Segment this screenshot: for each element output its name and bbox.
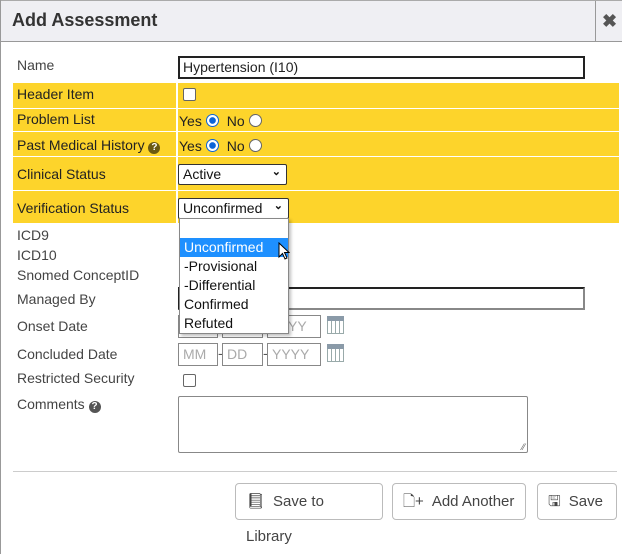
clinical-status-select[interactable]: Active ⌄: [178, 164, 287, 185]
save-button[interactable]: 🖫 Save: [537, 483, 617, 520]
pmh-row: [13, 132, 619, 156]
header-item-checkbox[interactable]: [183, 88, 196, 101]
name-label: Name: [17, 57, 55, 73]
year-placeholder: YYYY: [272, 346, 310, 362]
concluded-day-input[interactable]: DD: [222, 343, 263, 366]
problem-list-yes-radio[interactable]: [205, 114, 219, 127]
chevron-down-icon: ⌄: [271, 166, 281, 178]
dropdown-option[interactable]: Confirmed: [184, 296, 249, 312]
dropdown-option[interactable]: -Provisional: [184, 258, 258, 274]
restricted-security-checkbox[interactable]: [183, 374, 196, 387]
clinical-status-label: Clinical Status: [17, 166, 106, 182]
calendar-icon[interactable]: [327, 316, 344, 334]
divider: [13, 471, 617, 472]
pmh-yes-label: Yes: [179, 138, 202, 154]
date-separator: -: [218, 345, 223, 361]
help-icon[interactable]: ?: [148, 142, 161, 154]
icd9-label: ICD9: [17, 227, 49, 243]
pmh-label: Past Medical History: [17, 137, 145, 153]
book-icon: 📘︎: [246, 493, 266, 510]
name-input[interactable]: Hypertension (I10): [178, 56, 585, 79]
problem-list-no-label: No: [226, 113, 245, 129]
restricted-security-label: Restricted Security: [17, 370, 135, 386]
mouse-cursor-icon: [278, 242, 290, 260]
dropdown-option-selected[interactable]: Unconfirmed: [180, 238, 288, 257]
add-another-button[interactable]: 🗋+ Add Another: [392, 483, 526, 520]
problem-list-radios: Yes No: [179, 113, 266, 129]
concluded-year-input[interactable]: YYYY: [267, 343, 321, 366]
month-placeholder: MM: [183, 346, 207, 362]
add-file-icon: 🗋+: [403, 493, 424, 510]
day-placeholder: DD: [227, 346, 248, 362]
dropdown-option[interactable]: -Differential: [184, 277, 256, 293]
pmh-radios: Yes No: [179, 138, 266, 154]
close-icon[interactable]: ✖: [595, 1, 622, 42]
save-to-library-button[interactable]: 📘︎ Save to Library: [235, 483, 383, 545]
resize-handle-icon[interactable]: ⁄⁄: [521, 442, 525, 452]
floppy-disk-icon: 🖫: [548, 493, 561, 510]
icd10-label: ICD10: [17, 247, 57, 263]
onset-year-placeholder: YY: [288, 318, 307, 334]
snomed-label: Snomed ConceptID: [17, 267, 140, 283]
problem-list-label: Problem List: [17, 111, 95, 127]
managed-by-label: Managed By: [17, 291, 96, 307]
comments-label-wrap: Comments ?: [17, 396, 101, 413]
help-icon[interactable]: ?: [88, 401, 101, 413]
pmh-no-label: No: [226, 138, 245, 154]
problem-list-yes-label: Yes: [179, 113, 202, 129]
add-another-label: Add Another: [431, 493, 515, 510]
onset-date-label: Onset Date: [17, 318, 88, 334]
dropdown-option[interactable]: Refuted: [184, 315, 234, 331]
problem-list-no-radio[interactable]: [248, 114, 262, 127]
problem-list-row: [13, 109, 619, 131]
concluded-date-label: Concluded Date: [17, 346, 118, 362]
date-separator: -: [263, 345, 268, 361]
dialog-title: Add Assessment: [12, 10, 158, 30]
dropdown-option[interactable]: [180, 219, 288, 238]
chevron-down-icon: ⌄: [273, 200, 283, 212]
pmh-label-wrap: Past Medical History ?: [17, 137, 161, 154]
clinical-status-row: [13, 157, 619, 190]
verification-status-row: [13, 191, 619, 223]
verification-status-select[interactable]: Unconfirmed ⌄: [178, 198, 289, 219]
concluded-month-input[interactable]: MM: [178, 343, 218, 366]
verification-status-value: Unconfirmed: [183, 200, 263, 216]
verification-status-dropdown: Unconfirmed -Provisional -Differential C…: [179, 218, 289, 334]
verification-status-label: Verification Status: [17, 200, 130, 216]
name-value: Hypertension (I10): [183, 59, 299, 75]
header-item-row: [13, 83, 619, 108]
dialog-header: Add Assessment ✖: [1, 0, 622, 42]
pmh-no-radio[interactable]: [248, 139, 262, 152]
save-label: Save: [568, 493, 603, 510]
clinical-status-value: Active: [183, 166, 222, 182]
save-to-library-label: Save to Library: [246, 493, 324, 545]
calendar-icon[interactable]: [327, 344, 344, 362]
pmh-yes-radio[interactable]: [205, 139, 219, 152]
header-item-label: Header Item: [17, 86, 95, 102]
comments-label: Comments: [17, 396, 85, 412]
comments-textarea[interactable]: ⁄⁄: [178, 396, 528, 453]
